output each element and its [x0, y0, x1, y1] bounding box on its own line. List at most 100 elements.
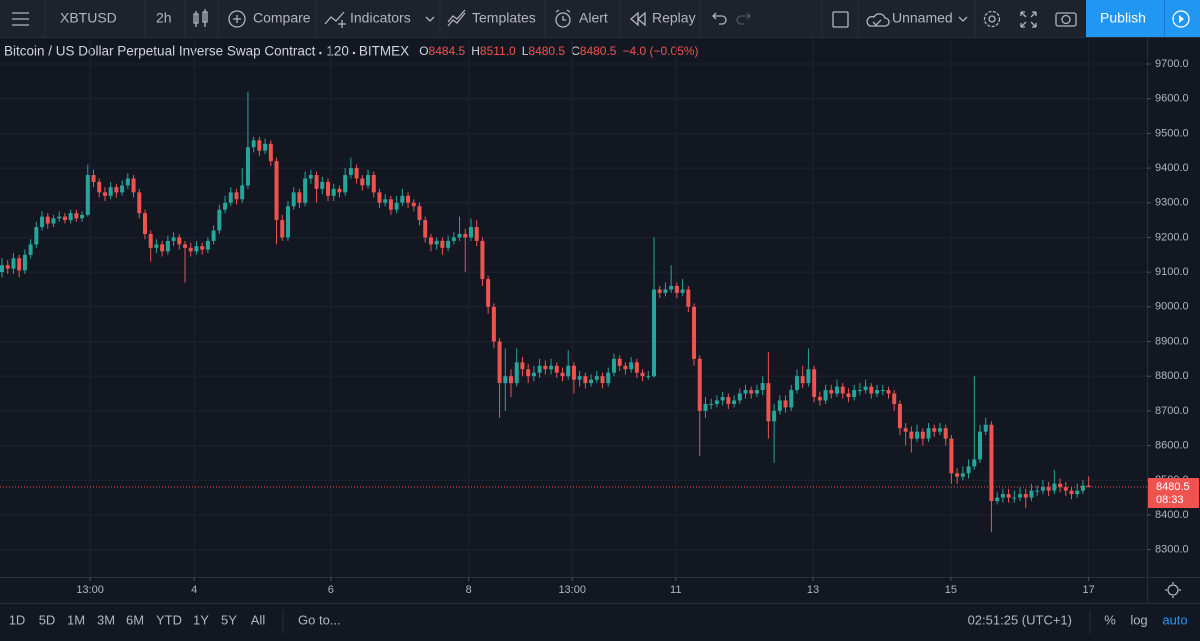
- range-button[interactable]: 1Y: [193, 612, 209, 627]
- candle-body: [228, 192, 233, 203]
- ohlc-letter: L: [522, 44, 529, 58]
- candle-body: [257, 140, 262, 151]
- undo[interactable]: [712, 12, 727, 25]
- ohlc-letter: O: [419, 44, 428, 58]
- publish-button[interactable]: [1086, 0, 1164, 37]
- alert-icon[interactable]: [555, 9, 571, 28]
- decoration: [1165, 582, 1181, 598]
- axis-settings[interactable]: [1165, 582, 1181, 598]
- templates-button[interactable]: Templates: [472, 10, 536, 26]
- settings-button[interactable]: [983, 10, 1001, 28]
- range-button[interactable]: 6M: [126, 612, 144, 627]
- x-tick-label: 13:00: [76, 584, 104, 596]
- menu-button[interactable]: [12, 12, 29, 26]
- candle-body: [509, 376, 514, 384]
- range-button[interactable]: 3M: [97, 612, 115, 627]
- candle-body: [280, 220, 285, 238]
- replay-icon[interactable]: [630, 11, 646, 27]
- candle-body: [1069, 490, 1074, 495]
- range-button[interactable]: 5Y: [221, 612, 237, 627]
- decoration: [1172, 10, 1190, 28]
- candle-body: [960, 473, 965, 477]
- legend: Bitcoin / US Dollar Perpetual Inverse Sw…: [4, 44, 699, 59]
- layout-name[interactable]: Unnamed: [892, 10, 953, 26]
- symbol[interactable]: XBTUSD: [60, 10, 117, 26]
- compare-icon[interactable]: [228, 10, 246, 28]
- candle-body: [554, 365, 559, 373]
- candle-body: [394, 202, 399, 210]
- decoration: [193, 9, 208, 27]
- auto-toggle[interactable]: auto: [1162, 612, 1187, 627]
- y-tick-label: 9200.0: [1155, 231, 1189, 243]
- candle-body: [314, 175, 319, 189]
- range-button[interactable]: 1M: [67, 612, 85, 627]
- watchlist-toggle[interactable]: [832, 11, 849, 28]
- candle-body: [943, 428, 948, 439]
- range-button[interactable]: YTD: [156, 612, 182, 627]
- range-button[interactable]: 5D: [39, 612, 56, 627]
- candle-body: [97, 181, 102, 193]
- compare-button[interactable]: Compare: [253, 10, 311, 26]
- caret[interactable]: [425, 16, 435, 22]
- chart-style-button[interactable]: [193, 9, 208, 27]
- candle-body: [966, 466, 971, 474]
- candle-body: [531, 372, 536, 377]
- publish-label[interactable]: Publish: [1100, 10, 1146, 26]
- candle-body: [955, 473, 960, 477]
- candle-body: [600, 376, 605, 384]
- interval[interactable]: 2h: [156, 10, 172, 26]
- range-button[interactable]: 1D: [9, 612, 26, 627]
- y-tick-label: 9500.0: [1155, 127, 1189, 139]
- alert-button[interactable]: Alert: [579, 10, 608, 26]
- candle-body: [468, 227, 473, 238]
- candle-body: [1035, 490, 1040, 492]
- candle-body: [983, 424, 988, 432]
- candle-body: [514, 362, 519, 384]
- candle-body: [74, 213, 79, 219]
- candle-body: [846, 393, 851, 397]
- candle-body: [245, 147, 250, 186]
- candle-body: [772, 410, 777, 422]
- decoration: [233, 15, 241, 23]
- fullscreen-button[interactable]: [1020, 11, 1037, 28]
- x-tick-label: 13: [807, 584, 819, 596]
- candle-body: [400, 195, 405, 203]
- candle-body: [51, 218, 56, 224]
- templates-icon[interactable]: [447, 9, 466, 27]
- clock[interactable]: 02:51:25 (UTC+1): [968, 612, 1072, 627]
- candle-body: [920, 431, 925, 439]
- log-toggle[interactable]: log: [1130, 612, 1147, 627]
- candle-body: [446, 240, 451, 248]
- candle-body: [794, 376, 799, 391]
- candle-body: [577, 376, 582, 380]
- candle-body: [583, 376, 588, 384]
- candle-body: [274, 161, 279, 221]
- candle-body: [880, 390, 885, 392]
- candle-body: [589, 379, 594, 384]
- candle-body: [360, 178, 365, 186]
- goto-button[interactable]: Go to...: [298, 612, 341, 627]
- separator-dot: [319, 51, 322, 55]
- replay-button[interactable]: Replay: [652, 10, 696, 26]
- indicators-button[interactable]: Indicators: [350, 10, 411, 26]
- candle-body: [1080, 485, 1085, 491]
- snapshot-button[interactable]: [1055, 12, 1077, 27]
- range-button[interactable]: All: [251, 612, 266, 627]
- last-price-badge: [1148, 477, 1199, 508]
- caret[interactable]: [958, 16, 968, 22]
- candle-body: [85, 175, 90, 215]
- percent-toggle[interactable]: %: [1104, 612, 1116, 627]
- candle-body: [183, 244, 188, 248]
- cloud-icon[interactable]: [866, 13, 890, 27]
- indicators-icon[interactable]: [324, 11, 346, 28]
- candle-body: [909, 431, 914, 439]
- candle-body: [1000, 494, 1005, 498]
- decoration: [555, 12, 571, 28]
- candle-body: [623, 365, 628, 370]
- redo[interactable]: [736, 12, 751, 25]
- candle-body: [497, 341, 502, 384]
- y-tick-label: 9400.0: [1155, 162, 1189, 174]
- candle-body: [857, 390, 862, 392]
- bottom-bar: Go to... 02:51:25 (UTC+1) % log auto 1D 5…: [0, 603, 1200, 641]
